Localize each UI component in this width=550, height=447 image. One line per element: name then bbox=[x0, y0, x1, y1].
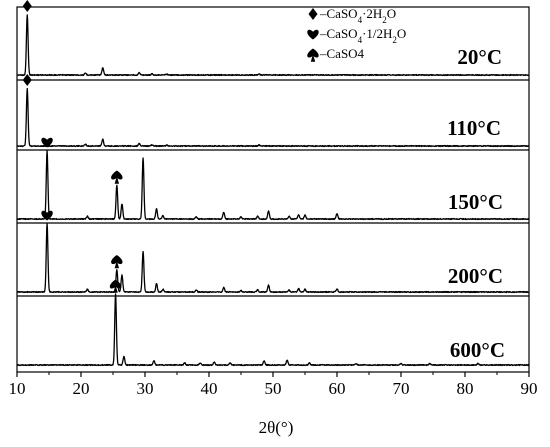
xrd-trace bbox=[16, 149, 530, 221]
x-tick-label: 80 bbox=[457, 379, 474, 398]
peak-marker-spade-stem bbox=[114, 260, 120, 269]
legend-entry-label: –CaSO4·1/2H2O bbox=[319, 26, 406, 45]
legend-marker-diamond bbox=[308, 8, 318, 20]
peak-marker-diamond bbox=[22, 0, 32, 12]
peak-marker-heart bbox=[41, 137, 53, 148]
temperature-label: 150°C bbox=[448, 190, 503, 214]
temperature-labels: 20°C 110°C 150°C 200°C 600°C bbox=[447, 45, 505, 362]
x-axis-title: 2θ(°) bbox=[259, 418, 294, 437]
x-tick-label: 70 bbox=[393, 379, 410, 398]
legend-marker-spade-stem bbox=[310, 54, 316, 62]
legend-entry-label: –CaSO4·2H2O bbox=[319, 6, 396, 25]
x-axis: 10 20 30 40 50 60 70 80 90 bbox=[9, 372, 538, 398]
xrd-trace bbox=[16, 293, 530, 367]
x-tick-label: 10 bbox=[9, 379, 26, 398]
peak-marker-heart bbox=[41, 210, 53, 221]
x-tick-label: 20 bbox=[73, 379, 90, 398]
traces bbox=[16, 14, 530, 367]
legend-entry-label: –CaSO4 bbox=[319, 46, 365, 61]
peak-marker-spade bbox=[109, 279, 122, 289]
temperature-label: 600°C bbox=[450, 338, 505, 362]
temperature-label: 20°C bbox=[457, 45, 502, 69]
peak-marker-spade-stem bbox=[113, 285, 118, 293]
x-tick-label: 60 bbox=[329, 379, 346, 398]
temperature-label: 110°C bbox=[447, 116, 501, 140]
temperature-label: 200°C bbox=[448, 264, 503, 288]
peak-marker-diamond bbox=[22, 74, 32, 86]
peak-marker-spade-stem bbox=[114, 176, 120, 184]
legend-marker-heart bbox=[307, 29, 319, 40]
x-tick-label: 40 bbox=[201, 379, 218, 398]
xrd-trace bbox=[16, 14, 530, 77]
xrd-trace bbox=[16, 223, 530, 294]
x-tick-label: 50 bbox=[265, 379, 282, 398]
xrd-trace bbox=[16, 87, 530, 148]
legend: –CaSO4·2H2O–CaSO4·1/2H2O–CaSO4 bbox=[307, 6, 406, 62]
peak-markers bbox=[22, 0, 123, 293]
x-tick-label: 90 bbox=[521, 379, 538, 398]
legend-marker-spade bbox=[307, 48, 319, 58]
peak-marker-spade bbox=[111, 170, 123, 180]
x-tick-label: 30 bbox=[137, 379, 154, 398]
peak-marker-spade bbox=[111, 255, 123, 265]
